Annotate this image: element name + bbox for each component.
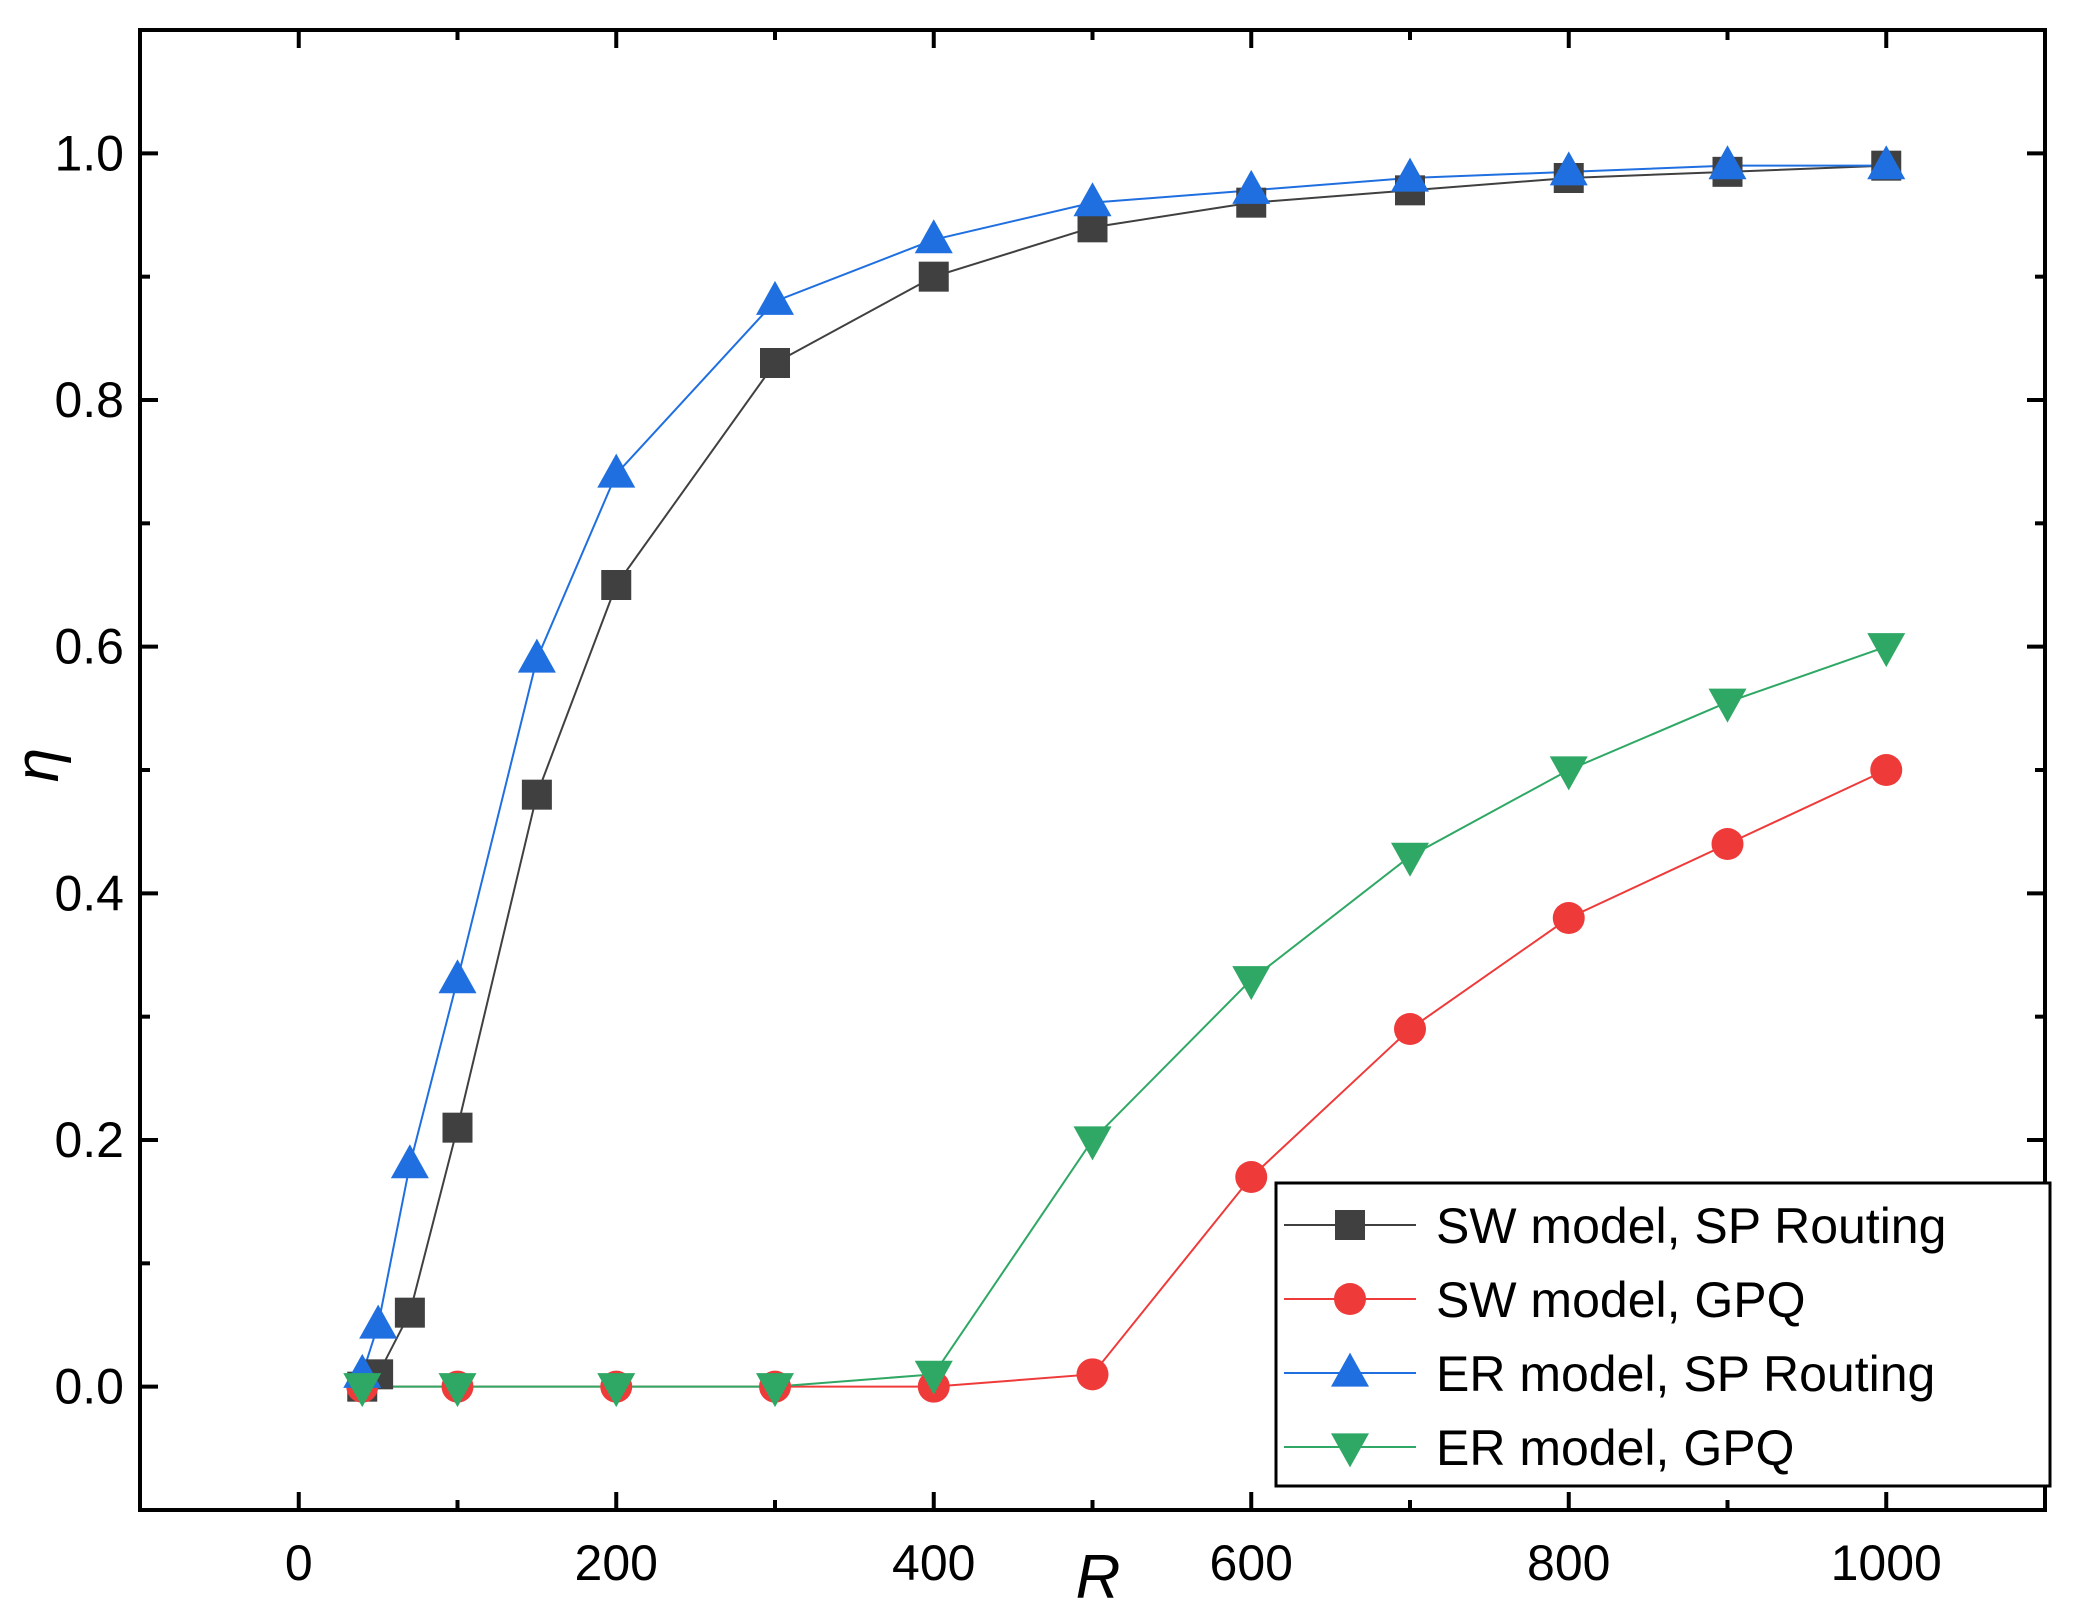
legend-label-1: SW model, SP Routing — [1436, 1198, 1946, 1254]
legend-marker-2 — [1334, 1283, 1366, 1315]
series-3-point — [390, 1144, 429, 1179]
series-2-point — [1552, 902, 1585, 934]
series-1-point — [394, 1297, 425, 1328]
series-2-point — [1235, 1161, 1268, 1193]
series-3-point — [1867, 145, 1906, 180]
y-tick-label: 1.0 — [54, 125, 124, 181]
series-4-point — [1232, 966, 1271, 1001]
series-4-point — [1073, 1126, 1112, 1161]
series-1-point — [760, 348, 790, 378]
legend-label-4: ER model, GPQ — [1436, 1420, 1794, 1476]
x-tick-label: 200 — [575, 1535, 658, 1591]
series-4-point — [1708, 688, 1747, 723]
series-2-point — [1711, 828, 1744, 860]
legend-marker-3 — [1331, 1352, 1369, 1387]
series-3-point — [1708, 145, 1747, 180]
plot-area: 0 200 400 600 800 1000 0.0 0.2 0.4 0.6 0.8 1.0 — [54, 28, 2047, 1591]
series-4-point — [756, 1373, 794, 1408]
series-1-point — [1077, 212, 1108, 243]
series-4-point — [438, 1373, 477, 1408]
legend-marker-4 — [1331, 1433, 1369, 1468]
series-4-point — [1867, 633, 1906, 668]
series-1-point — [918, 261, 949, 292]
series-4-point — [343, 1373, 382, 1408]
y-tick-label: 0.6 — [54, 619, 124, 675]
series-2-point — [1870, 754, 1903, 786]
series-3-point — [359, 1304, 398, 1339]
series-4-point — [597, 1373, 636, 1408]
series-3-point — [438, 959, 477, 994]
x-tick-label: 400 — [892, 1535, 975, 1591]
x-axis-title: R — [1076, 1543, 1121, 1610]
legend-marker-1 — [1335, 1210, 1365, 1240]
series-2-point — [1394, 1013, 1426, 1045]
y-tick-label: 0.2 — [54, 1112, 124, 1168]
series-4-point — [1549, 756, 1588, 791]
series-3-point — [914, 219, 953, 254]
y-tick-label: 0.4 — [54, 865, 124, 921]
series-2-point — [1076, 1358, 1109, 1391]
series-3-point — [1391, 157, 1429, 192]
legend-label-3: ER model, SP Routing — [1436, 1346, 1935, 1402]
series-1-point — [521, 779, 552, 810]
y-axis-title: η — [3, 748, 72, 782]
series-line-1 — [361, 164, 1887, 1388]
legend-label-2: SW model, GPQ — [1436, 1272, 1806, 1328]
x-tick-label: 800 — [1527, 1535, 1610, 1591]
series-3-point — [1549, 151, 1588, 186]
x-tick-label: 0 — [285, 1535, 313, 1591]
series-3-point — [756, 280, 794, 315]
x-tick-label: 600 — [1210, 1535, 1293, 1591]
x-tick-label: 1000 — [1831, 1535, 1942, 1591]
y-tick-label: 0.8 — [54, 372, 124, 428]
series-3-point — [1232, 169, 1271, 204]
series-4-point — [1391, 842, 1429, 877]
series-3-point — [597, 453, 636, 488]
series-3-point — [517, 638, 556, 673]
legend-box — [1274, 1181, 2052, 1488]
series-4-point — [914, 1360, 953, 1395]
series-1-point — [442, 1112, 473, 1143]
y-tick-label: 0.0 — [54, 1359, 124, 1415]
series-3-point — [1073, 182, 1112, 217]
legend: SW model, SP Routing SW model, GPQ ER mode… — [1274, 1181, 2052, 1488]
series-1-point — [601, 570, 632, 600]
series-line-3 — [361, 164, 1887, 1375]
